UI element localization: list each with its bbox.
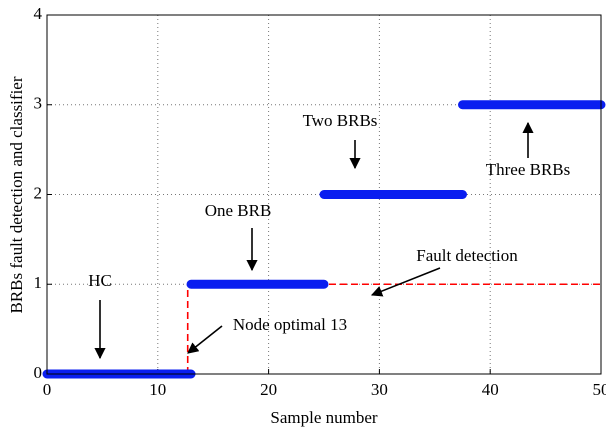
y-tick-label: 1 <box>34 273 43 292</box>
annotation-arrow <box>370 267 441 297</box>
y-tick-label: 0 <box>34 363 43 382</box>
plot-frame <box>46 14 602 375</box>
y-axis-label: BRBs fault detection and classifier <box>7 76 26 313</box>
x-tick-label: 40 <box>482 380 499 399</box>
y-tick-label: 4 <box>34 4 43 23</box>
annotation: Fault detection <box>416 246 518 265</box>
x-tick-label: 0 <box>43 380 52 399</box>
x-tick-label: 30 <box>371 380 388 399</box>
annotation: Two BRBs <box>303 111 378 130</box>
x-axis-label: Sample number <box>270 408 378 427</box>
annotation: One BRB <box>205 201 272 220</box>
annotation: Three BRBs <box>486 160 571 179</box>
annotation: Node optimal 13 <box>233 315 347 334</box>
x-tick-label: 50 <box>593 380 606 399</box>
x-tick-label: 20 <box>260 380 277 399</box>
annotation-arrow <box>187 325 223 354</box>
annotation: HC <box>88 271 112 290</box>
y-tick-label: 2 <box>34 183 43 202</box>
x-tick-label: 10 <box>149 380 166 399</box>
y-tick-label: 3 <box>34 94 43 113</box>
